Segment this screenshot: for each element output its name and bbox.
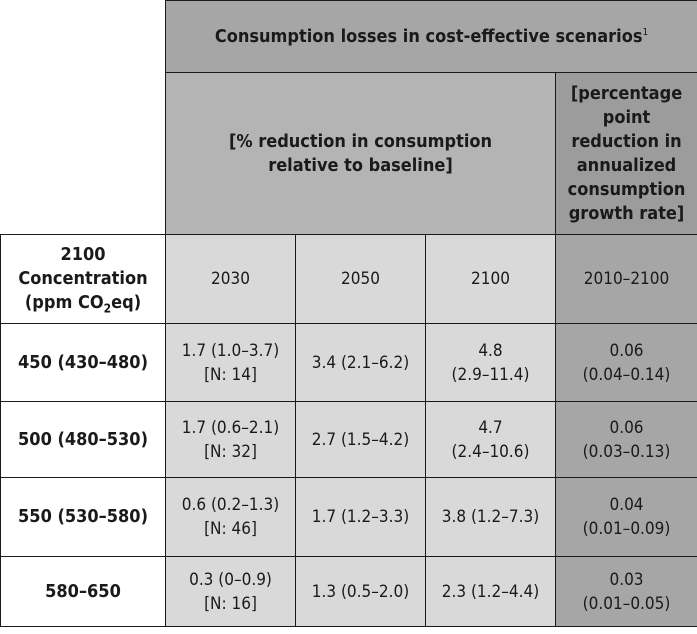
growth-rate-header-line2: point	[602, 106, 651, 128]
table-title-cell: Consumption losses in cost-effective sce…	[164, 0, 697, 73]
cell-growth-rate-value: 0.04	[609, 495, 644, 515]
cell-growth-rate: 0.04 (0.01–0.09)	[554, 477, 697, 557]
period-2010-2100-header: 2010–2100	[554, 234, 697, 324]
cell-growth-rate-value: 0.03	[609, 569, 644, 590]
table-row: 450 (430–480) 1.7 (1.0–3.7) [N: 14] 3.4 …	[0, 323, 697, 402]
cell-growth-rate-range: (0.01–0.09)	[582, 519, 671, 539]
row-label: 550 (530–580)	[0, 477, 166, 557]
cell-2030-value: 1.7 (0.6–2.1)	[181, 417, 280, 438]
cell-2100-range: (2.4–10.6)	[451, 441, 530, 462]
growth-rate-header-line6: growth rate]	[568, 202, 685, 224]
cell-2030-value: 0.6 (0.2–1.3)	[181, 495, 280, 515]
cell-2100-value: 2.3 (1.2–4.4)	[441, 581, 540, 602]
cell-2100: 4.7 (2.4–10.6)	[425, 401, 556, 478]
growth-rate-header-line5: consumption	[567, 178, 686, 200]
unit-prefix: (ppm CO	[24, 292, 104, 313]
percent-reduction-header-line2: relative to baseline]	[268, 154, 453, 176]
title-footnote-marker: 1	[642, 26, 649, 38]
row-label: 450 (430–480)	[0, 323, 166, 402]
table-row: 550 (530–580) 0.6 (0.2–1.3) [N: 46] 1.7 …	[0, 477, 697, 557]
cell-growth-rate-range: (0.01–0.05)	[582, 593, 671, 614]
row-label: 580–650	[0, 556, 166, 627]
cell-2050: 2.7 (1.5–4.2)	[295, 401, 426, 478]
cell-2030: 1.7 (1.0–3.7) [N: 14]	[165, 323, 296, 402]
concentration-header-line2: Concentration	[18, 268, 148, 289]
cell-2030: 0.6 (0.2–1.3) [N: 46]	[165, 477, 296, 557]
concentration-header-line1: 2100	[60, 244, 106, 265]
cell-2030-count: [N: 16]	[204, 593, 257, 614]
cell-growth-rate-range: (0.04–0.14)	[582, 364, 671, 385]
growth-rate-header-line1: [percentage	[570, 82, 683, 104]
year-2100-header: 2100	[425, 234, 556, 324]
cell-growth-rate: 0.06 (0.04–0.14)	[554, 323, 697, 402]
cell-2030-value: 1.7 (1.0–3.7)	[181, 340, 280, 361]
unit-suffix: eq)	[111, 292, 142, 313]
growth-rate-header-line4: annualized	[576, 154, 677, 176]
cell-growth-rate-range: (0.03–0.13)	[582, 441, 671, 462]
cell-2050-value: 3.4 (2.1–6.2)	[311, 352, 410, 373]
cell-2050-value: 1.7 (1.2–3.3)	[311, 507, 410, 527]
concentration-header: 2100 Concentration (ppm CO2eq)	[0, 234, 166, 324]
cell-2100-range: (2.9–11.4)	[451, 364, 530, 385]
cell-2030-count: [N: 46]	[204, 519, 257, 539]
cell-2050-value: 2.7 (1.5–4.2)	[311, 429, 410, 450]
table-row: 500 (480–530) 1.7 (0.6–2.1) [N: 32] 2.7 …	[0, 401, 697, 478]
year-2050-header: 2050	[295, 234, 426, 324]
cell-2100-value: 4.8	[478, 340, 503, 361]
year-header-row: 2100 Concentration (ppm CO2eq) 2030 2050…	[0, 234, 697, 324]
header-row-sub: [% reduction in consumption relative to …	[1, 72, 697, 235]
row-label: 500 (480–530)	[0, 401, 166, 478]
cell-growth-rate-value: 0.06	[609, 417, 644, 438]
cell-2100-value: 3.8 (1.2–7.3)	[441, 507, 540, 527]
cell-growth-rate: 0.03 (0.01–0.05)	[554, 556, 697, 627]
cell-2050: 1.3 (0.5–2.0)	[295, 556, 426, 627]
cell-2050-value: 1.3 (0.5–2.0)	[311, 581, 410, 602]
cell-growth-rate-value: 0.06	[609, 340, 644, 361]
cell-2030-count: [N: 14]	[204, 364, 257, 385]
cell-2030-count: [N: 32]	[204, 441, 257, 462]
table-row: 580–650 0.3 (0–0.9) [N: 16] 1.3 (0.5–2.0…	[0, 556, 697, 627]
percent-reduction-header: [% reduction in consumption relative to …	[165, 72, 556, 235]
cell-2100: 3.8 (1.2–7.3)	[425, 477, 556, 557]
table-title: Consumption losses in cost-effective sce…	[214, 25, 643, 47]
growth-rate-header: [percentage point reduction in annualize…	[554, 72, 697, 235]
empty-corner-cell	[0, 0, 166, 235]
percent-reduction-header-line1: [% reduction in consumption	[228, 130, 493, 152]
cell-2100: 4.8 (2.9–11.4)	[425, 323, 556, 402]
cell-2030-value: 0.3 (0–0.9)	[189, 569, 272, 590]
concentration-header-line3: (ppm CO2eq)	[1, 291, 165, 315]
growth-rate-header-line3: reduction in	[571, 130, 682, 152]
cell-growth-rate: 0.06 (0.03–0.13)	[554, 401, 697, 478]
cell-2100-value: 4.7	[478, 417, 503, 438]
cell-2030: 0.3 (0–0.9) [N: 16]	[165, 556, 296, 627]
cell-2050: 1.7 (1.2–3.3)	[295, 477, 426, 557]
cell-2050: 3.4 (2.1–6.2)	[295, 323, 426, 402]
year-2030-header: 2030	[165, 234, 296, 324]
cell-2030: 1.7 (0.6–2.1) [N: 32]	[165, 401, 296, 478]
unit-subscript: 2	[103, 301, 112, 316]
cell-2100: 2.3 (1.2–4.4)	[425, 556, 556, 627]
header-row-main: Consumption losses in cost-effective sce…	[0, 0, 697, 235]
